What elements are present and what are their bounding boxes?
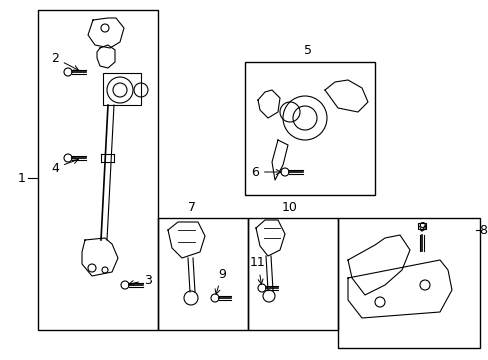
Text: 6: 6 xyxy=(250,166,281,179)
Bar xyxy=(103,73,141,105)
Text: 5: 5 xyxy=(304,44,311,57)
Text: 11: 11 xyxy=(250,256,265,284)
Bar xyxy=(247,218,337,330)
Bar xyxy=(337,218,479,348)
Text: 9: 9 xyxy=(417,220,425,234)
Text: 3: 3 xyxy=(128,274,152,287)
Text: 9: 9 xyxy=(215,267,225,294)
Bar xyxy=(417,223,425,229)
Text: 7: 7 xyxy=(187,201,196,213)
Text: 2: 2 xyxy=(51,51,79,70)
Text: 4: 4 xyxy=(51,159,78,175)
Bar xyxy=(38,10,158,330)
Text: 1: 1 xyxy=(18,171,26,185)
Bar xyxy=(244,62,374,195)
Text: 10: 10 xyxy=(282,201,297,213)
Text: 8: 8 xyxy=(478,224,486,237)
Bar xyxy=(158,218,247,330)
